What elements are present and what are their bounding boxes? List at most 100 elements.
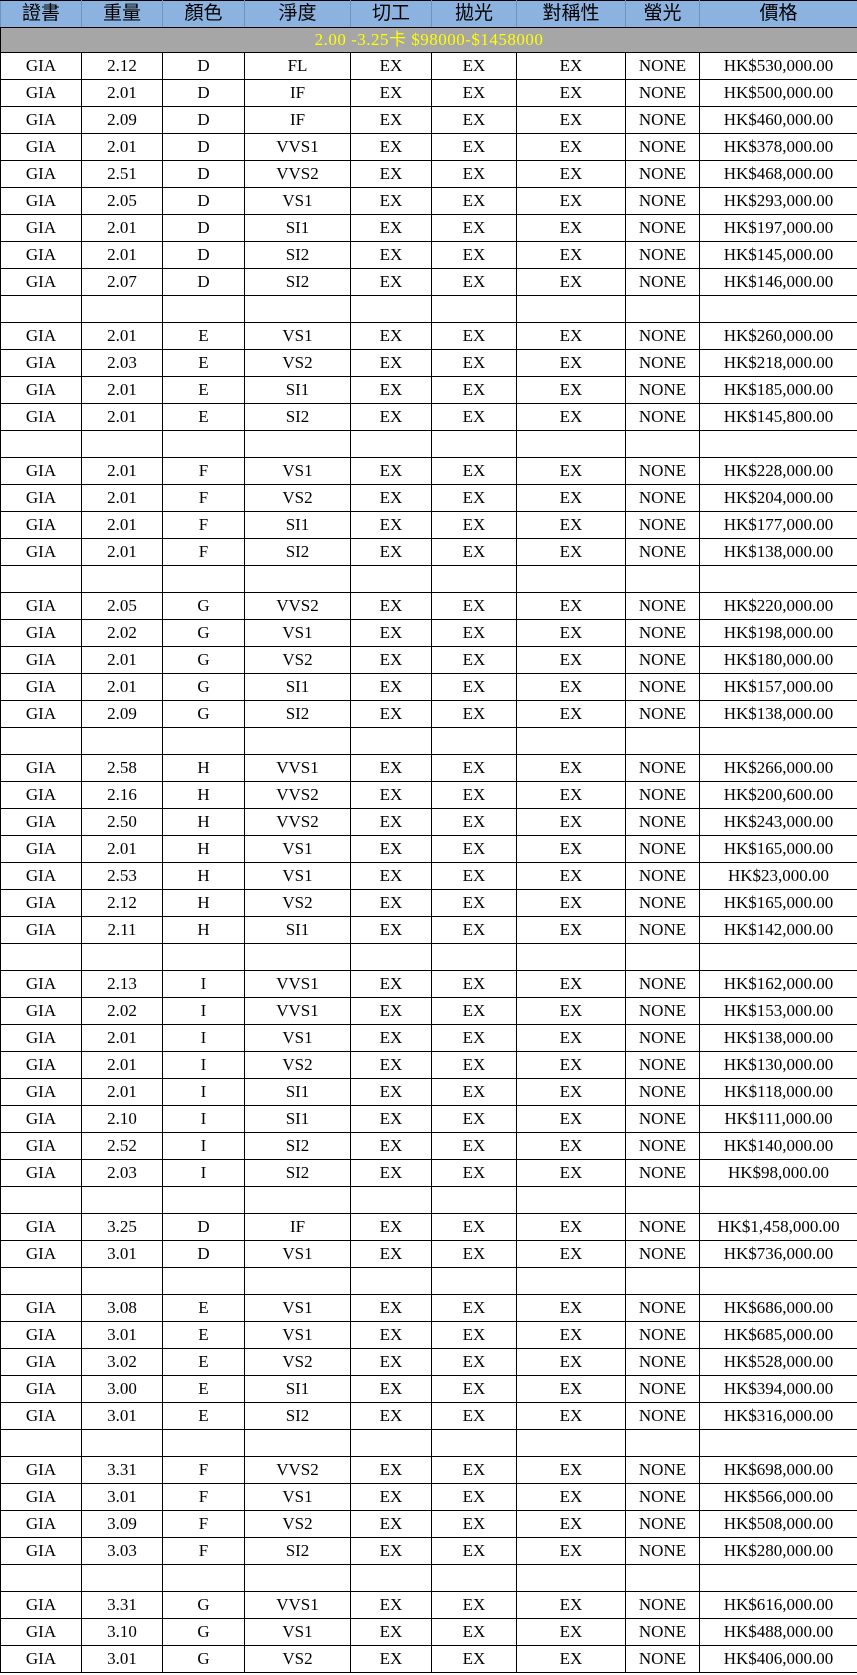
cell-weight: 2.03	[81, 1159, 163, 1187]
header-row: 證書 重量 顏色 淨度 切工 拋光 對稱性 螢光 價格	[0, 0, 857, 28]
table-row: GIA 2.16 H VVS2 EX EX EX NONE HK$200,600.00	[0, 781, 857, 809]
cell-fluorescence: NONE	[625, 997, 700, 1025]
cell-cut: EX	[350, 187, 432, 215]
cell-clarity: VS1	[244, 1294, 351, 1322]
cell-polish: EX	[431, 1375, 517, 1403]
cell-symmetry: EX	[516, 1159, 626, 1187]
spacer-cell	[162, 565, 245, 593]
cell-certificate: GIA	[0, 1159, 82, 1187]
table-row: GIA 3.01 E SI2 EX EX EX NONE HK$316,000.00	[0, 1402, 857, 1430]
cell-polish: EX	[431, 1510, 517, 1538]
spacer-cell	[162, 943, 245, 971]
spacer-cell	[431, 1186, 517, 1214]
cell-color: G	[162, 1591, 245, 1619]
cell-polish: EX	[431, 1159, 517, 1187]
cell-weight: 2.02	[81, 619, 163, 647]
cell-color: H	[162, 889, 245, 917]
cell-polish: EX	[431, 1024, 517, 1052]
cell-symmetry: EX	[516, 700, 626, 728]
table-row: GIA 3.31 F VVS2 EX EX EX NONE HK$698,000.00	[0, 1456, 857, 1484]
cell-symmetry: EX	[516, 673, 626, 701]
cell-weight: 3.25	[81, 1213, 163, 1241]
cell-weight: 2.01	[81, 1051, 163, 1079]
cell-fluorescence: NONE	[625, 1105, 700, 1133]
cell-weight: 2.01	[81, 403, 163, 431]
cell-weight: 3.10	[81, 1618, 163, 1646]
cell-price: HK$228,000.00	[699, 457, 857, 485]
cell-cut: EX	[350, 322, 432, 350]
cell-cut: EX	[350, 646, 432, 674]
group-spacer-row	[0, 1267, 857, 1295]
column-header-price: 價格	[699, 0, 857, 28]
cell-fluorescence: NONE	[625, 619, 700, 647]
spacer-cell	[244, 943, 351, 971]
cell-fluorescence: NONE	[625, 457, 700, 485]
table-row: GIA 2.01 I VS2 EX EX EX NONE HK$130,000.00	[0, 1051, 857, 1079]
spacer-cell	[516, 430, 626, 458]
cell-certificate: GIA	[0, 457, 82, 485]
cell-weight: 3.31	[81, 1456, 163, 1484]
cell-clarity: VS1	[244, 187, 351, 215]
cell-price: HK$198,000.00	[699, 619, 857, 647]
spacer-cell	[162, 1186, 245, 1214]
spacer-cell	[0, 1267, 82, 1295]
cell-clarity: SI1	[244, 916, 351, 944]
spacer-cell	[350, 1186, 432, 1214]
cell-weight: 2.05	[81, 187, 163, 215]
cell-fluorescence: NONE	[625, 1294, 700, 1322]
cell-cut: EX	[350, 376, 432, 404]
spacer-cell	[81, 943, 163, 971]
cell-symmetry: EX	[516, 1105, 626, 1133]
cell-color: H	[162, 916, 245, 944]
table-row: GIA 3.09 F VS2 EX EX EX NONE HK$508,000.00	[0, 1510, 857, 1538]
cell-weight: 3.31	[81, 1591, 163, 1619]
table-row: GIA 3.00 E SI1 EX EX EX NONE HK$394,000.00	[0, 1375, 857, 1403]
cell-price: HK$280,000.00	[699, 1537, 857, 1565]
table-row: GIA 3.31 G VVS1 EX EX EX NONE HK$616,000.00	[0, 1591, 857, 1619]
cell-symmetry: EX	[516, 1402, 626, 1430]
cell-polish: EX	[431, 268, 517, 296]
cell-color: I	[162, 1078, 245, 1106]
cell-color: E	[162, 349, 245, 377]
cell-color: D	[162, 187, 245, 215]
cell-fluorescence: NONE	[625, 916, 700, 944]
cell-weight: 2.01	[81, 646, 163, 674]
spacer-cell	[625, 727, 700, 755]
cell-cut: EX	[350, 268, 432, 296]
spacer-cell	[350, 565, 432, 593]
cell-certificate: GIA	[0, 781, 82, 809]
cell-symmetry: EX	[516, 754, 626, 782]
cell-fluorescence: NONE	[625, 754, 700, 782]
cell-cut: EX	[350, 1024, 432, 1052]
spacer-cell	[81, 727, 163, 755]
cell-polish: EX	[431, 376, 517, 404]
cell-weight: 2.05	[81, 592, 163, 620]
cell-cut: EX	[350, 781, 432, 809]
cell-weight: 3.01	[81, 1483, 163, 1511]
cell-cut: EX	[350, 1294, 432, 1322]
cell-polish: EX	[431, 511, 517, 539]
cell-fluorescence: NONE	[625, 511, 700, 539]
cell-symmetry: EX	[516, 970, 626, 998]
cell-polish: EX	[431, 1348, 517, 1376]
cell-fluorescence: NONE	[625, 1159, 700, 1187]
cell-price: HK$180,000.00	[699, 646, 857, 674]
cell-symmetry: EX	[516, 862, 626, 890]
cell-clarity: SI2	[244, 700, 351, 728]
cell-symmetry: EX	[516, 916, 626, 944]
cell-clarity: FL	[244, 52, 351, 80]
spacer-cell	[699, 943, 857, 971]
table-row: GIA 2.01 D VVS1 EX EX EX NONE HK$378,000.00	[0, 133, 857, 161]
cell-symmetry: EX	[516, 457, 626, 485]
cell-certificate: GIA	[0, 241, 82, 269]
spacer-cell	[162, 1429, 245, 1457]
cell-symmetry: EX	[516, 214, 626, 242]
cell-weight: 2.01	[81, 457, 163, 485]
cell-certificate: GIA	[0, 79, 82, 107]
cell-weight: 2.01	[81, 79, 163, 107]
cell-price: HK$293,000.00	[699, 187, 857, 215]
cell-clarity: SI1	[244, 1105, 351, 1133]
spacer-cell	[244, 1564, 351, 1592]
cell-polish: EX	[431, 106, 517, 134]
